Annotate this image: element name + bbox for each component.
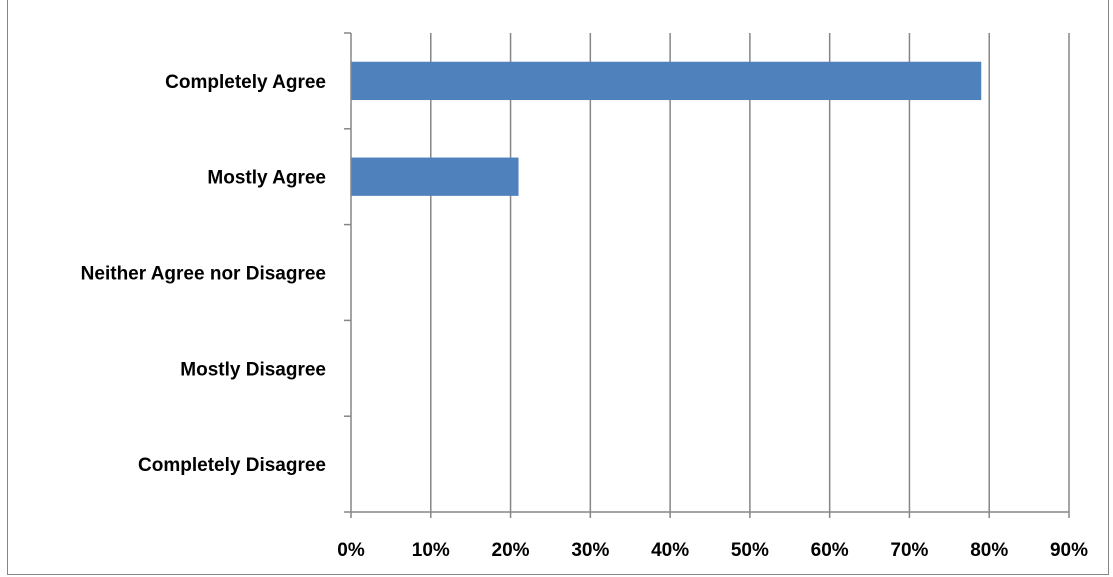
axis-layer: [344, 32, 1070, 518]
category-label: Completely Agree: [165, 72, 326, 93]
x-tick-label: 50%: [731, 540, 769, 561]
x-tick-label: 70%: [890, 540, 928, 561]
label-layer: 0% 10% 20% 30% 40% 50% 60% 70% 80% 90% Completely …: [81, 72, 1088, 561]
x-tick-label: 80%: [970, 540, 1008, 561]
bar: [351, 61, 982, 101]
category-label: Mostly Agree: [207, 168, 326, 189]
category-label: Completely Disagree: [138, 455, 326, 476]
bar-layer: [351, 61, 982, 196]
category-label: Neither Agree nor Disagree: [81, 264, 326, 285]
x-tick-label: 60%: [811, 540, 849, 561]
bar: [351, 157, 519, 196]
grid-layer: [430, 33, 1070, 512]
x-tick-label: 0%: [337, 540, 365, 561]
category-label: Mostly Disagree: [180, 359, 326, 380]
x-tick-label: 40%: [651, 540, 689, 561]
x-tick-label: 20%: [492, 540, 530, 561]
x-tick-label: 30%: [571, 540, 609, 561]
x-tick-label: 10%: [412, 540, 450, 561]
x-tick-label: 90%: [1050, 540, 1088, 561]
